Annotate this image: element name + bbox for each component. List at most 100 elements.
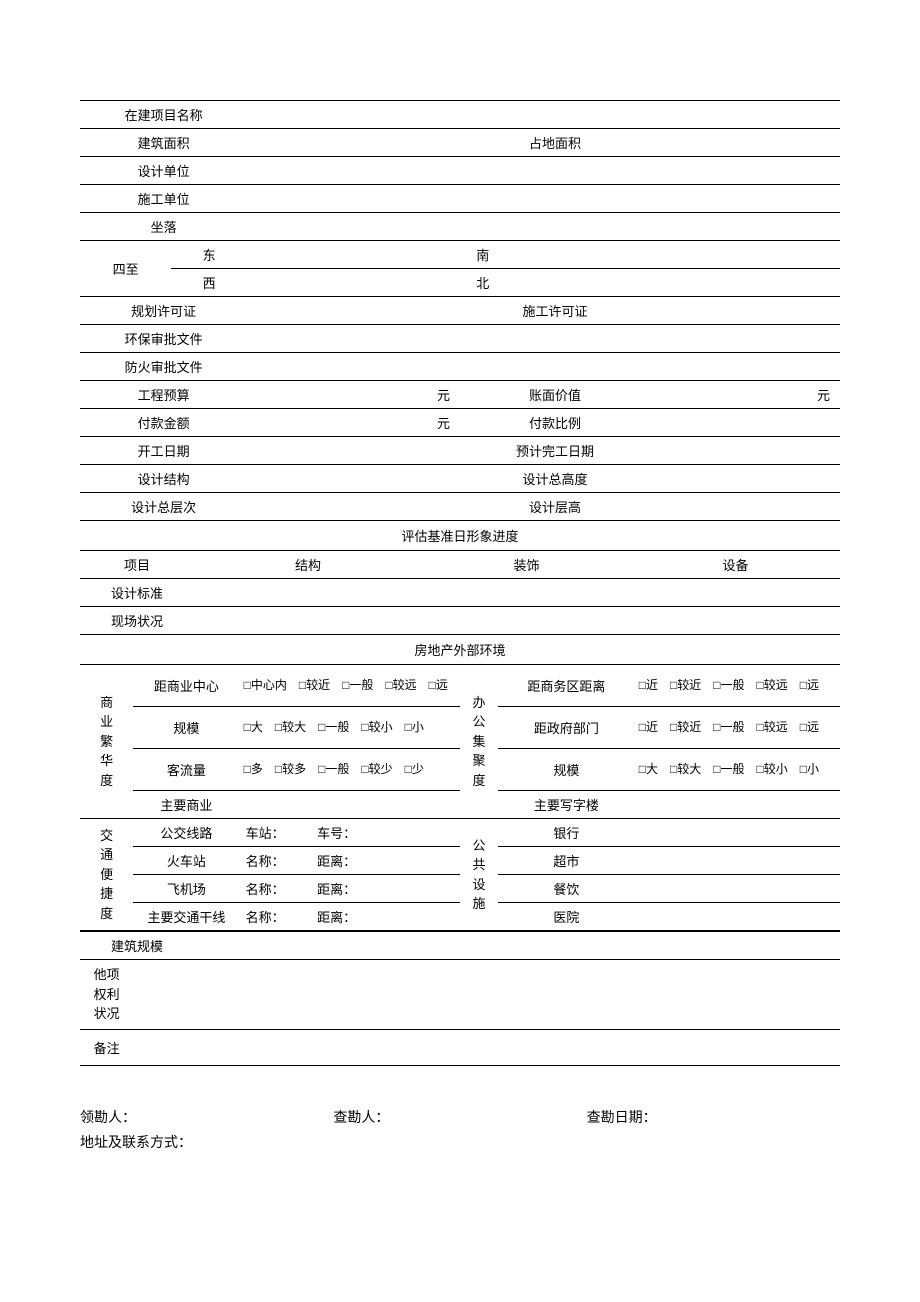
label-north: 北 bbox=[460, 269, 506, 297]
label-book-value: 账面价值 bbox=[460, 381, 650, 409]
label-office-cluster: 办公集聚度 bbox=[460, 665, 498, 819]
value-airport: 名称： 距离： bbox=[240, 875, 460, 903]
label-public-facilities: 公共设施 bbox=[460, 819, 498, 931]
value-ds-structure bbox=[194, 579, 422, 607]
value-ds-equipment bbox=[631, 579, 840, 607]
footer: 领勘人： 查勘人： 查勘日期： 地址及联系方式： bbox=[80, 1106, 840, 1156]
value-bus-routes: 车站： 车号： bbox=[240, 819, 460, 847]
label-bus-routes: 公交线路 bbox=[133, 819, 239, 847]
header-external-env: 房地产外部环境 bbox=[80, 635, 840, 665]
label-traffic-convenience: 交通便捷度 bbox=[80, 819, 133, 931]
label-start-date: 开工日期 bbox=[80, 437, 247, 465]
label-fire-approval: 防火审批文件 bbox=[80, 353, 247, 381]
value-catering bbox=[635, 875, 840, 903]
value-construction-unit bbox=[247, 185, 840, 213]
opts-dist-gov: □近 □较近 □一般 □较远 □远 bbox=[635, 707, 840, 749]
opts-scale-commercial: □大 □较大 □一般 □较小 □小 bbox=[240, 707, 460, 749]
label-dist-commercial-center: 距商业中心 bbox=[133, 665, 239, 707]
value-west bbox=[247, 269, 460, 297]
opts-scale-office: □大 □较大 □一般 □较小 □小 bbox=[635, 749, 840, 791]
label-project-name: 在建项目名称 bbox=[80, 101, 247, 129]
label-hospital: 医院 bbox=[498, 903, 635, 931]
label-other-rights: 他项权利状况 bbox=[80, 960, 133, 1030]
header-progress: 评估基准日形象进度 bbox=[80, 521, 840, 551]
value-design-unit bbox=[247, 157, 840, 185]
label-train-station: 火车站 bbox=[133, 847, 239, 875]
label-east: 东 bbox=[171, 241, 247, 269]
label-design-unit: 设计单位 bbox=[80, 157, 247, 185]
label-dist-business-district: 距商务区距离 bbox=[498, 665, 635, 707]
label-catering: 餐饮 bbox=[498, 875, 635, 903]
value-construction-permit bbox=[650, 297, 840, 325]
label-customer-flow: 客流量 bbox=[133, 749, 239, 791]
label-design-structure: 设计结构 bbox=[80, 465, 247, 493]
label-project-budget: 工程预算 bbox=[80, 381, 247, 409]
value-building-scale bbox=[194, 932, 840, 960]
value-hospital bbox=[635, 903, 840, 931]
label-item: 项目 bbox=[80, 551, 194, 579]
value-supermarket bbox=[635, 847, 840, 875]
label-building-area: 建筑面积 bbox=[80, 129, 247, 157]
value-main-office-building bbox=[635, 791, 840, 819]
value-payment-ratio bbox=[650, 409, 840, 437]
value-design-structure bbox=[247, 465, 460, 493]
value-other-rights bbox=[133, 960, 840, 1030]
label-airport: 飞机场 bbox=[133, 875, 239, 903]
value-design-floor-height bbox=[650, 493, 840, 521]
label-construction-permit: 施工许可证 bbox=[460, 297, 650, 325]
label-scale-office: 规模 bbox=[498, 749, 635, 791]
value-ss-decoration bbox=[422, 607, 631, 635]
value-east bbox=[247, 241, 460, 269]
value-project-budget: 元 bbox=[247, 381, 460, 409]
label-west: 西 bbox=[171, 269, 247, 297]
label-planning-permit: 规划许可证 bbox=[80, 297, 247, 325]
label-equipment: 设备 bbox=[631, 551, 840, 579]
label-main-office-building: 主要写字楼 bbox=[498, 791, 635, 819]
value-remarks bbox=[133, 1030, 840, 1066]
label-decoration: 装饰 bbox=[422, 551, 631, 579]
value-payment-amount: 元 bbox=[247, 409, 460, 437]
label-address-contact: 地址及联系方式： bbox=[80, 1131, 840, 1156]
value-train-station: 名称： 距离： bbox=[240, 847, 460, 875]
label-structure: 结构 bbox=[194, 551, 422, 579]
value-start-date bbox=[247, 437, 460, 465]
label-supermarket: 超市 bbox=[498, 847, 635, 875]
label-main-business: 主要商业 bbox=[133, 791, 239, 819]
value-location bbox=[247, 213, 840, 241]
value-south bbox=[506, 241, 840, 269]
label-survey-date: 查勘日期： bbox=[587, 1106, 840, 1131]
value-design-total-height bbox=[650, 465, 840, 493]
value-design-total-floors bbox=[247, 493, 460, 521]
label-design-total-height: 设计总高度 bbox=[460, 465, 650, 493]
label-dist-gov-dept: 距政府部门 bbox=[498, 707, 635, 749]
value-main-business bbox=[240, 791, 460, 819]
value-ds-decoration bbox=[422, 579, 631, 607]
label-payment-amount: 付款金额 bbox=[80, 409, 247, 437]
value-building-area bbox=[247, 129, 460, 157]
label-building-scale: 建筑规模 bbox=[80, 932, 194, 960]
value-book-value: 元 bbox=[650, 381, 840, 409]
label-env-approval: 环保审批文件 bbox=[80, 325, 247, 353]
value-north bbox=[506, 269, 840, 297]
bottom-table: 建筑规模 他项权利状况 备注 bbox=[80, 931, 840, 1066]
label-surveyor-leader: 领勘人： bbox=[80, 1106, 333, 1131]
value-land-area bbox=[650, 129, 840, 157]
label-construction-unit: 施工单位 bbox=[80, 185, 247, 213]
label-expected-completion: 预计完工日期 bbox=[460, 437, 650, 465]
label-commercial-prosperity: 商业繁华度 bbox=[80, 665, 133, 819]
main-info-table: 在建项目名称 建筑面积 占地面积 设计单位 施工单位 坐落 四至 东 南 西 北… bbox=[80, 100, 840, 550]
external-env-table: 商业繁华度 距商业中心 □中心内 □较近 □一般 □较远 □远 办公集聚度 距商… bbox=[80, 664, 840, 931]
opts-dist-commercial: □中心内 □较近 □一般 □较远 □远 bbox=[240, 665, 460, 707]
label-payment-ratio: 付款比例 bbox=[460, 409, 650, 437]
progress-table: 项目 结构 装饰 设备 设计标准 现场状况 房地产外部环境 bbox=[80, 550, 840, 664]
opts-customer-flow: □多 □较多 □一般 □较少 □少 bbox=[240, 749, 460, 791]
label-main-road: 主要交通干线 bbox=[133, 903, 239, 931]
value-main-road: 名称： 距离： bbox=[240, 903, 460, 931]
label-bank: 银行 bbox=[498, 819, 635, 847]
label-remarks: 备注 bbox=[80, 1030, 133, 1066]
value-fire-approval bbox=[247, 353, 840, 381]
label-design-floor-height: 设计层高 bbox=[460, 493, 650, 521]
opts-dist-business: □近 □较近 □一般 □较远 □远 bbox=[635, 665, 840, 707]
value-ss-equipment bbox=[631, 607, 840, 635]
label-boundaries: 四至 bbox=[80, 241, 171, 297]
